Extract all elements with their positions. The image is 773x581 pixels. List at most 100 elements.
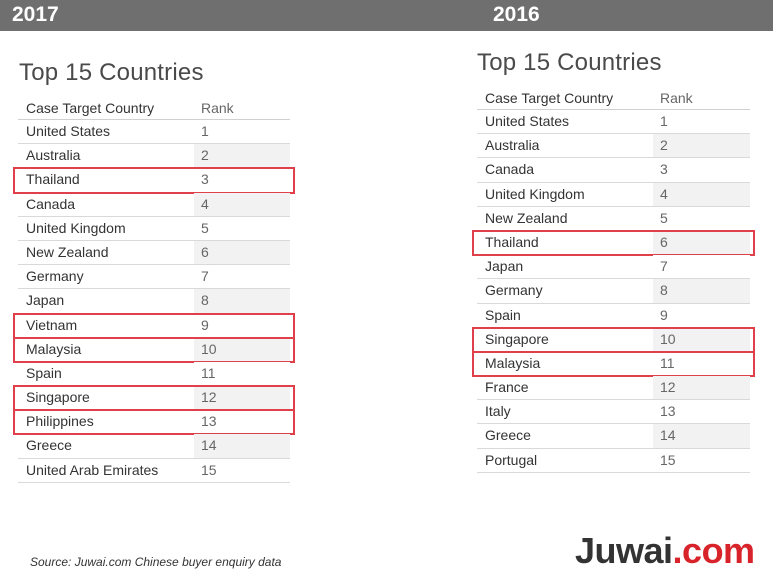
table-row: Canada 4 [18,192,290,217]
rank-cell: 13 [653,400,750,424]
year-header-bar: 2017 2016 [0,0,773,31]
country-cell: Japan [485,258,524,275]
table-row: Greece 14 [477,424,750,449]
country-cell: Germany [26,268,84,285]
rank-cell: 1 [653,110,750,134]
table-row: Canada 3 [477,158,750,183]
rank-cell: 15 [194,458,290,482]
logo-wordmark: Juwai [575,530,673,571]
table-row: United Arab Emirates 15 [18,458,290,483]
table-row: Greece 14 [18,434,290,459]
rank-cell: 7 [194,265,290,289]
country-cell: United Arab Emirates [26,461,159,478]
country-cell: Philippines [26,413,94,430]
country-cell: Malaysia [26,340,82,357]
table-row: Thailand 3 [13,167,295,194]
rank-cell: 12 [653,376,750,400]
table-row: Malaysia 10 [13,336,295,363]
country-cell: Spain [26,364,62,381]
country-cell: Greece [485,427,531,444]
country-cell: Italy [485,403,511,420]
rank-cell: 4 [194,192,290,216]
table-row: Germany 8 [477,279,750,304]
table-row: Philippines 13 [13,409,295,436]
table-row: Australia 2 [477,134,750,159]
table-row: United Kingdom 5 [18,216,290,241]
rank-cell: 2 [653,134,750,158]
country-cell: United Kingdom [485,185,585,202]
table-row: Japan 8 [18,289,290,314]
table-body: United States 1 Australia 2 Thailand 3 Canada 4… [13,120,295,483]
rank-cell: 11 [653,351,750,376]
country-cell: Spain [485,306,521,323]
juwai-logo: Juwai.com [575,530,755,572]
rank-cell: 5 [653,206,750,230]
country-cell: New Zealand [26,243,109,260]
rank-cell: 14 [194,434,290,458]
rank-cell: 13 [194,410,290,434]
country-cell: Singapore [485,330,549,347]
rank-cell: 1 [194,120,290,144]
table-row: New Zealand 5 [477,206,750,231]
column-header-rank: Rank [660,90,693,106]
country-cell: Canada [26,195,76,212]
country-cell: Portugal [485,451,538,468]
rank-cell: 9 [653,303,750,327]
country-cell: Japan [26,292,65,309]
table-row: Spain 9 [477,303,750,328]
country-cell: Vietnam [26,316,78,333]
rank-cell: 7 [653,255,750,279]
table-row: Germany 7 [18,265,290,290]
country-cell: Singapore [26,389,90,406]
source-note: Source: Juwai.com Chinese buyer enquiry … [30,555,282,569]
country-cell: Greece [26,437,72,454]
rank-cell: 15 [653,448,750,472]
table-row: Thailand 6 [472,229,755,257]
country-cell: France [485,379,529,396]
year-label-left: 2017 [12,3,59,26]
table-row: Singapore 12 [13,385,295,412]
rank-cell: 12 [194,386,290,410]
table-row: Australia 2 [18,144,290,169]
rank-cell: 14 [653,424,750,448]
rank-cell: 10 [653,327,750,351]
table-header: Case Target Country Rank [477,86,750,110]
table-row: New Zealand 6 [18,240,290,266]
country-cell: Thailand [26,171,80,188]
table-row: Singapore 10 [472,326,755,353]
table-body: United States 1 Australia 2 Canada 3 United Ki… [472,110,755,473]
country-cell: New Zealand [485,209,568,226]
table-row: United States 1 [477,110,750,135]
country-cell: Australia [26,147,81,164]
rank-cell: 6 [653,230,750,255]
rank-cell: 5 [194,216,290,240]
rank-cell: 3 [194,168,290,192]
country-cell: Malaysia [485,354,541,371]
column-header-country: Case Target Country [26,100,155,116]
rank-cell: 6 [194,240,290,265]
year-label-right: 2016 [493,3,540,26]
table-row: France 12 [477,376,750,401]
rank-cell: 8 [194,289,290,313]
country-cell: Canada [485,161,535,178]
table-row: Portugal 15 [477,448,750,473]
country-cell: United States [485,113,570,129]
panel-title: Top 15 Countries [19,59,204,86]
country-cell: Australia [485,137,540,154]
table-row: Spain 11 [18,361,290,387]
table-row: Japan 7 [477,255,750,280]
rank-cell: 9 [194,313,290,337]
country-cell: United States [26,123,111,139]
country-cell: United Kingdom [26,219,126,236]
rank-cell: 3 [653,158,750,182]
logo-domain: .com [672,530,756,571]
table-row: United Kingdom 4 [477,182,750,207]
rank-cell: 4 [653,182,750,206]
panel-title: Top 15 Countries [477,49,662,76]
rank-cell: 2 [194,144,290,168]
left-ranking-panel: Top 15 Countries Case Target Country Ran… [13,58,295,483]
table-row: Italy 13 [477,400,750,425]
table-row: United States 1 [18,120,290,145]
column-header-rank: Rank [201,100,234,116]
table-header: Case Target Country Rank [18,96,290,120]
